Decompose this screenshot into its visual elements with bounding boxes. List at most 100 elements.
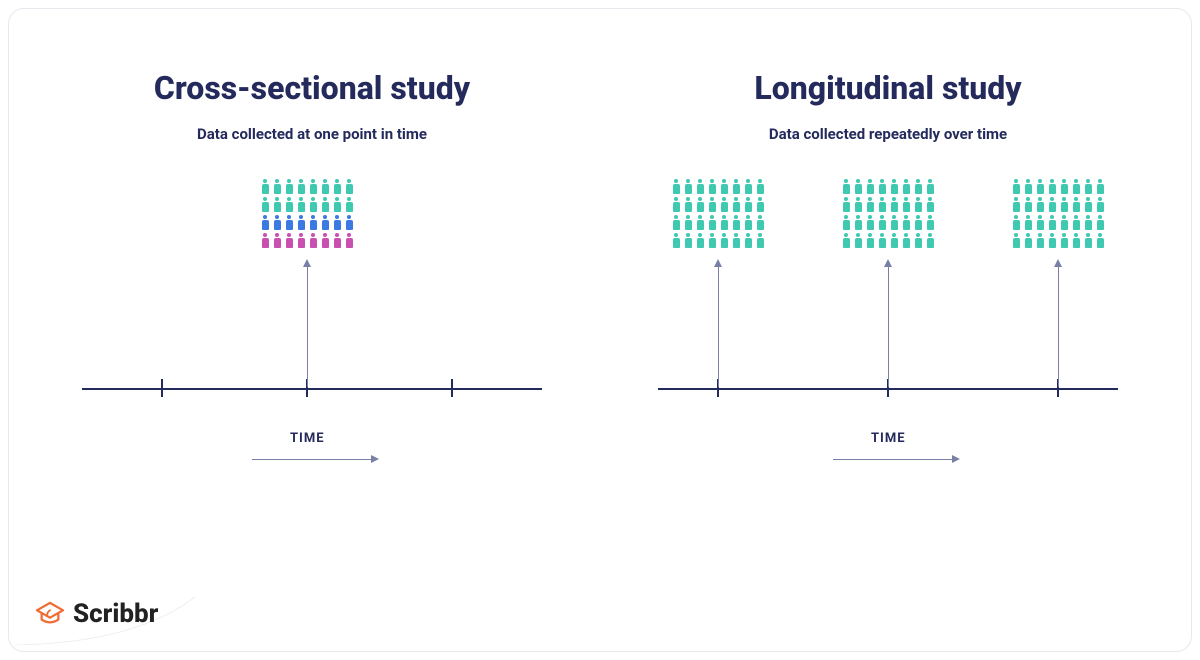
person-icon bbox=[841, 233, 851, 249]
person-icon bbox=[925, 197, 935, 213]
person-icon bbox=[841, 215, 851, 231]
person-icon bbox=[332, 197, 342, 213]
arrow-up bbox=[307, 265, 308, 387]
longitudinal-panel: Longitudinal study Data collected repeat… bbox=[625, 69, 1151, 571]
people-row bbox=[841, 197, 935, 213]
people-cluster bbox=[841, 179, 935, 249]
person-icon bbox=[719, 197, 729, 213]
time-axis-label: TIME bbox=[871, 431, 906, 446]
person-icon bbox=[913, 233, 923, 249]
people-row bbox=[841, 179, 935, 195]
person-icon bbox=[731, 215, 741, 231]
time-axis-label: TIME bbox=[290, 431, 325, 446]
person-icon bbox=[889, 233, 899, 249]
person-icon bbox=[308, 179, 318, 195]
person-icon bbox=[1059, 233, 1069, 249]
person-icon bbox=[272, 215, 282, 231]
person-icon bbox=[296, 179, 306, 195]
people-row bbox=[841, 233, 935, 249]
person-icon bbox=[671, 215, 681, 231]
person-icon bbox=[1047, 179, 1057, 195]
person-icon bbox=[853, 179, 863, 195]
person-icon bbox=[719, 215, 729, 231]
person-icon bbox=[683, 179, 693, 195]
time-arrow bbox=[252, 459, 372, 460]
person-icon bbox=[1059, 179, 1069, 195]
people-row bbox=[1011, 197, 1105, 213]
person-icon bbox=[308, 215, 318, 231]
person-icon bbox=[877, 233, 887, 249]
person-icon bbox=[1095, 179, 1105, 195]
person-icon bbox=[683, 197, 693, 213]
person-icon bbox=[344, 215, 354, 231]
person-icon bbox=[296, 233, 306, 249]
timeline-tick bbox=[161, 379, 163, 397]
arrow-up bbox=[888, 265, 889, 387]
person-icon bbox=[1083, 197, 1093, 213]
person-icon bbox=[1023, 197, 1033, 213]
person-icon bbox=[1071, 179, 1081, 195]
person-icon bbox=[1023, 215, 1033, 231]
person-icon bbox=[272, 197, 282, 213]
people-row bbox=[671, 197, 765, 213]
person-icon bbox=[1083, 215, 1093, 231]
person-icon bbox=[877, 197, 887, 213]
person-icon bbox=[683, 215, 693, 231]
panel-title: Longitudinal study bbox=[754, 69, 1021, 107]
person-icon bbox=[841, 197, 851, 213]
person-icon bbox=[865, 215, 875, 231]
people-row bbox=[671, 215, 765, 231]
person-icon bbox=[925, 233, 935, 249]
people-cluster bbox=[1011, 179, 1105, 249]
person-icon bbox=[320, 233, 330, 249]
person-icon bbox=[1095, 197, 1105, 213]
person-icon bbox=[913, 197, 923, 213]
person-icon bbox=[755, 215, 765, 231]
person-icon bbox=[1071, 197, 1081, 213]
person-icon bbox=[731, 197, 741, 213]
person-icon bbox=[272, 233, 282, 249]
panel-subtitle: Data collected repeatedly over time bbox=[769, 125, 1007, 143]
person-icon bbox=[853, 215, 863, 231]
person-icon bbox=[284, 233, 294, 249]
person-icon bbox=[344, 197, 354, 213]
person-icon bbox=[901, 179, 911, 195]
person-icon bbox=[344, 179, 354, 195]
person-icon bbox=[889, 197, 899, 213]
person-icon bbox=[1047, 233, 1057, 249]
person-icon bbox=[707, 215, 717, 231]
person-icon bbox=[320, 197, 330, 213]
person-icon bbox=[272, 179, 282, 195]
infographic-card: Cross-sectional study Data collected at … bbox=[8, 8, 1192, 652]
person-icon bbox=[260, 233, 270, 249]
person-icon bbox=[1035, 197, 1045, 213]
people-row bbox=[260, 233, 354, 249]
person-icon bbox=[925, 179, 935, 195]
panel-subtitle: Data collected at one point in time bbox=[197, 125, 427, 143]
person-icon bbox=[877, 215, 887, 231]
person-icon bbox=[731, 179, 741, 195]
person-icon bbox=[719, 233, 729, 249]
person-icon bbox=[1071, 233, 1081, 249]
person-icon bbox=[731, 233, 741, 249]
person-icon bbox=[1071, 215, 1081, 231]
person-icon bbox=[695, 215, 705, 231]
person-icon bbox=[877, 179, 887, 195]
person-icon bbox=[284, 215, 294, 231]
person-icon bbox=[913, 215, 923, 231]
person-icon bbox=[743, 197, 753, 213]
arrow-up bbox=[718, 265, 719, 387]
person-icon bbox=[344, 233, 354, 249]
person-icon bbox=[901, 197, 911, 213]
person-icon bbox=[332, 233, 342, 249]
person-icon bbox=[320, 179, 330, 195]
person-icon bbox=[1047, 215, 1057, 231]
person-icon bbox=[695, 233, 705, 249]
person-icon bbox=[841, 179, 851, 195]
people-cluster bbox=[671, 179, 765, 249]
person-icon bbox=[913, 179, 923, 195]
brand-name: Scribbr bbox=[73, 599, 158, 629]
person-icon bbox=[1095, 233, 1105, 249]
people-cluster bbox=[260, 179, 354, 249]
person-icon bbox=[671, 179, 681, 195]
